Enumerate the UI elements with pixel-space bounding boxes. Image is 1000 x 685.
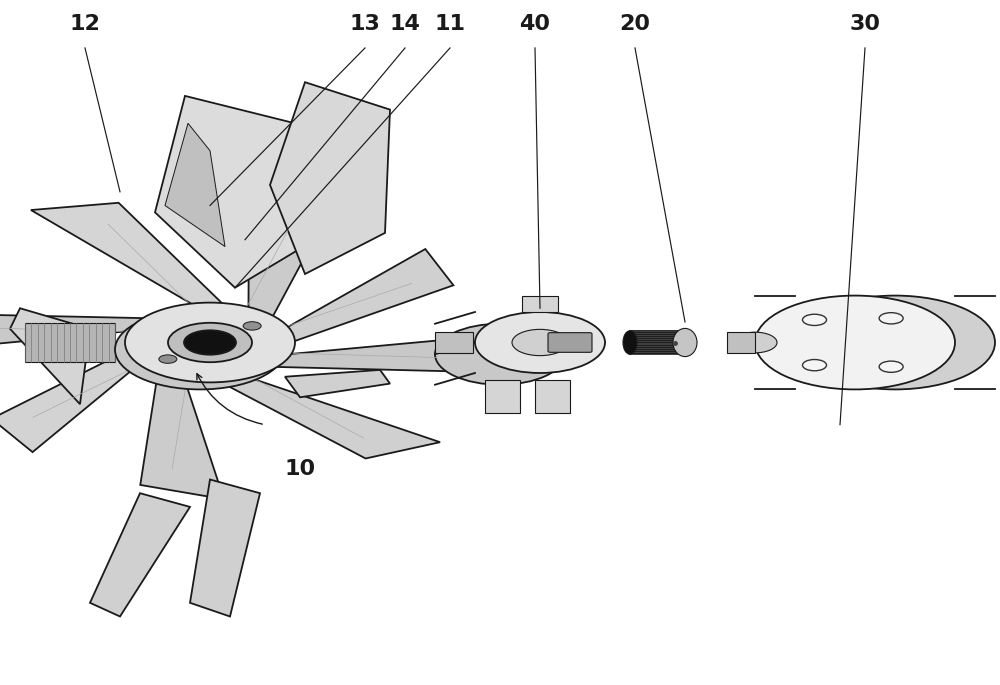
Polygon shape <box>90 493 190 616</box>
Ellipse shape <box>623 331 637 354</box>
Ellipse shape <box>879 312 903 324</box>
Ellipse shape <box>168 323 252 362</box>
Ellipse shape <box>125 303 295 382</box>
Text: 13: 13 <box>350 14 380 34</box>
Polygon shape <box>0 347 148 452</box>
Ellipse shape <box>879 361 903 373</box>
Ellipse shape <box>803 360 827 371</box>
Text: 11: 11 <box>434 14 466 34</box>
Ellipse shape <box>678 331 692 354</box>
Bar <box>435 332 473 353</box>
Ellipse shape <box>803 314 827 325</box>
FancyBboxPatch shape <box>548 333 592 352</box>
Ellipse shape <box>435 324 565 385</box>
Bar <box>727 332 755 353</box>
Ellipse shape <box>673 328 697 357</box>
Text: 20: 20 <box>620 14 650 34</box>
Bar <box>25 323 115 362</box>
Ellipse shape <box>733 332 777 353</box>
Ellipse shape <box>243 322 261 330</box>
Bar <box>485 380 520 412</box>
Text: 12: 12 <box>70 14 100 34</box>
Bar <box>522 296 558 312</box>
Polygon shape <box>155 96 315 288</box>
Polygon shape <box>270 82 390 274</box>
Polygon shape <box>212 373 440 458</box>
Ellipse shape <box>512 329 568 356</box>
Polygon shape <box>0 314 155 349</box>
Ellipse shape <box>755 296 955 389</box>
Polygon shape <box>31 203 227 310</box>
Text: 10: 10 <box>284 459 316 480</box>
Ellipse shape <box>795 296 995 389</box>
Ellipse shape <box>159 355 177 363</box>
Text: 14: 14 <box>390 14 420 34</box>
Text: 30: 30 <box>850 14 881 34</box>
Polygon shape <box>248 196 326 321</box>
Bar <box>535 380 570 412</box>
Polygon shape <box>10 308 90 404</box>
Ellipse shape <box>184 330 236 355</box>
Polygon shape <box>265 336 493 372</box>
Ellipse shape <box>115 310 285 389</box>
Polygon shape <box>165 123 225 247</box>
Polygon shape <box>276 249 453 345</box>
Ellipse shape <box>475 312 605 373</box>
Text: 40: 40 <box>520 14 550 34</box>
Polygon shape <box>190 479 260 616</box>
Polygon shape <box>140 368 224 499</box>
Bar <box>630 331 685 354</box>
Polygon shape <box>285 370 390 397</box>
